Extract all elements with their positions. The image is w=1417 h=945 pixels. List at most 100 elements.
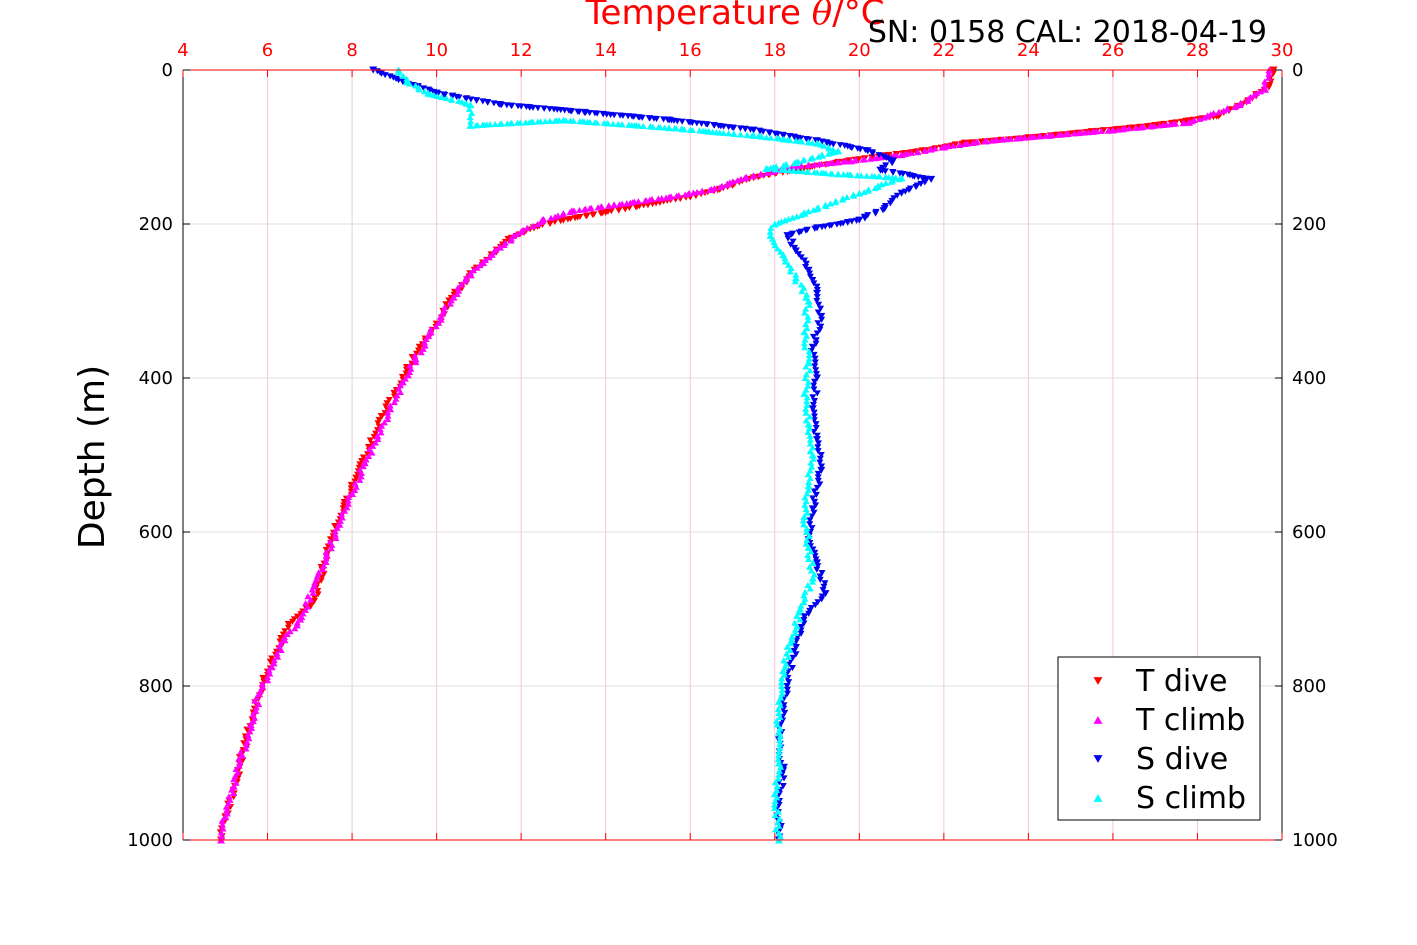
data-point	[244, 731, 252, 738]
data-point	[368, 449, 376, 456]
data-point	[821, 580, 829, 587]
data-point	[806, 448, 814, 455]
data-point	[618, 121, 626, 128]
data-point	[803, 394, 811, 401]
data-point	[736, 125, 744, 132]
data-point	[356, 476, 364, 483]
y-tick-label-left: 400	[139, 368, 173, 389]
data-point	[427, 329, 435, 336]
data-point	[758, 133, 766, 140]
data-point	[788, 633, 796, 640]
data-point	[749, 173, 757, 180]
data-point	[768, 168, 776, 176]
data-point	[1156, 122, 1164, 129]
data-point	[1220, 107, 1228, 114]
data-point	[557, 218, 565, 225]
data-point	[833, 221, 841, 228]
x-axis-title-symbol: θ	[812, 0, 832, 33]
x-tick-label: 18	[763, 40, 786, 61]
data-point	[347, 481, 355, 488]
data-point	[540, 105, 548, 112]
y-tick-label-right: 0	[1292, 60, 1303, 81]
data-point	[616, 201, 624, 208]
data-point	[998, 136, 1006, 143]
data-point	[412, 359, 420, 366]
data-point	[814, 563, 822, 570]
data-point	[892, 174, 900, 181]
data-point	[307, 603, 315, 610]
data-point	[949, 142, 957, 149]
data-point	[384, 409, 392, 416]
data-point	[803, 509, 811, 516]
data-point	[797, 281, 805, 288]
data-point	[810, 409, 818, 416]
data-point	[800, 521, 808, 528]
data-point	[787, 640, 795, 647]
data-point	[887, 178, 895, 185]
data-point	[981, 138, 989, 145]
data-point	[905, 187, 913, 194]
data-point	[1118, 126, 1126, 133]
data-point	[797, 623, 805, 631]
data-point	[813, 559, 822, 567]
data-point	[802, 498, 810, 505]
data-point	[804, 266, 813, 274]
data-point	[809, 333, 817, 340]
data-point	[914, 149, 922, 156]
data-point	[508, 102, 516, 109]
data-point	[797, 254, 805, 261]
data-point	[961, 140, 969, 147]
data-point	[442, 94, 450, 101]
data-point	[484, 99, 492, 106]
data-point	[1179, 120, 1187, 127]
data-point	[779, 667, 788, 675]
data-point	[809, 559, 817, 566]
data-point	[795, 229, 803, 236]
data-point	[864, 187, 872, 194]
data-point	[798, 288, 806, 295]
data-point	[817, 312, 826, 320]
data-point	[603, 120, 611, 127]
data-point	[780, 763, 788, 770]
data-point	[593, 119, 601, 126]
data-point	[780, 657, 788, 664]
data-point	[797, 630, 805, 637]
data-point	[811, 602, 819, 609]
data-point	[861, 215, 869, 222]
data-point	[802, 363, 810, 370]
data-point	[810, 382, 818, 389]
data-point	[816, 573, 824, 580]
legend: T dive T climb S dive S climb	[1057, 656, 1261, 821]
data-point	[473, 264, 481, 271]
data-point	[1261, 78, 1269, 85]
data-point	[688, 126, 696, 134]
data-point	[797, 211, 805, 219]
data-point	[434, 90, 442, 97]
data-points	[216, 66, 1278, 844]
data-point	[829, 141, 837, 148]
data-point	[818, 316, 826, 323]
data-point	[486, 121, 494, 128]
data-point	[797, 135, 805, 142]
data-point	[820, 142, 828, 149]
data-point	[778, 679, 786, 686]
legend-marker	[1093, 794, 1103, 802]
data-point	[786, 137, 794, 144]
data-point	[344, 497, 352, 504]
data-point	[476, 262, 484, 269]
data-point	[793, 213, 801, 220]
data-point	[931, 145, 939, 152]
data-point	[812, 491, 820, 498]
data-point	[355, 464, 363, 471]
data-point	[1244, 97, 1252, 104]
data-point	[534, 105, 542, 112]
data-point	[771, 812, 779, 819]
data-point	[529, 118, 537, 125]
data-point	[366, 437, 374, 444]
data-point	[799, 157, 807, 164]
data-point	[217, 829, 225, 836]
data-point	[774, 756, 782, 763]
data-point	[775, 709, 783, 716]
data-point	[473, 97, 481, 104]
data-point	[816, 576, 824, 583]
